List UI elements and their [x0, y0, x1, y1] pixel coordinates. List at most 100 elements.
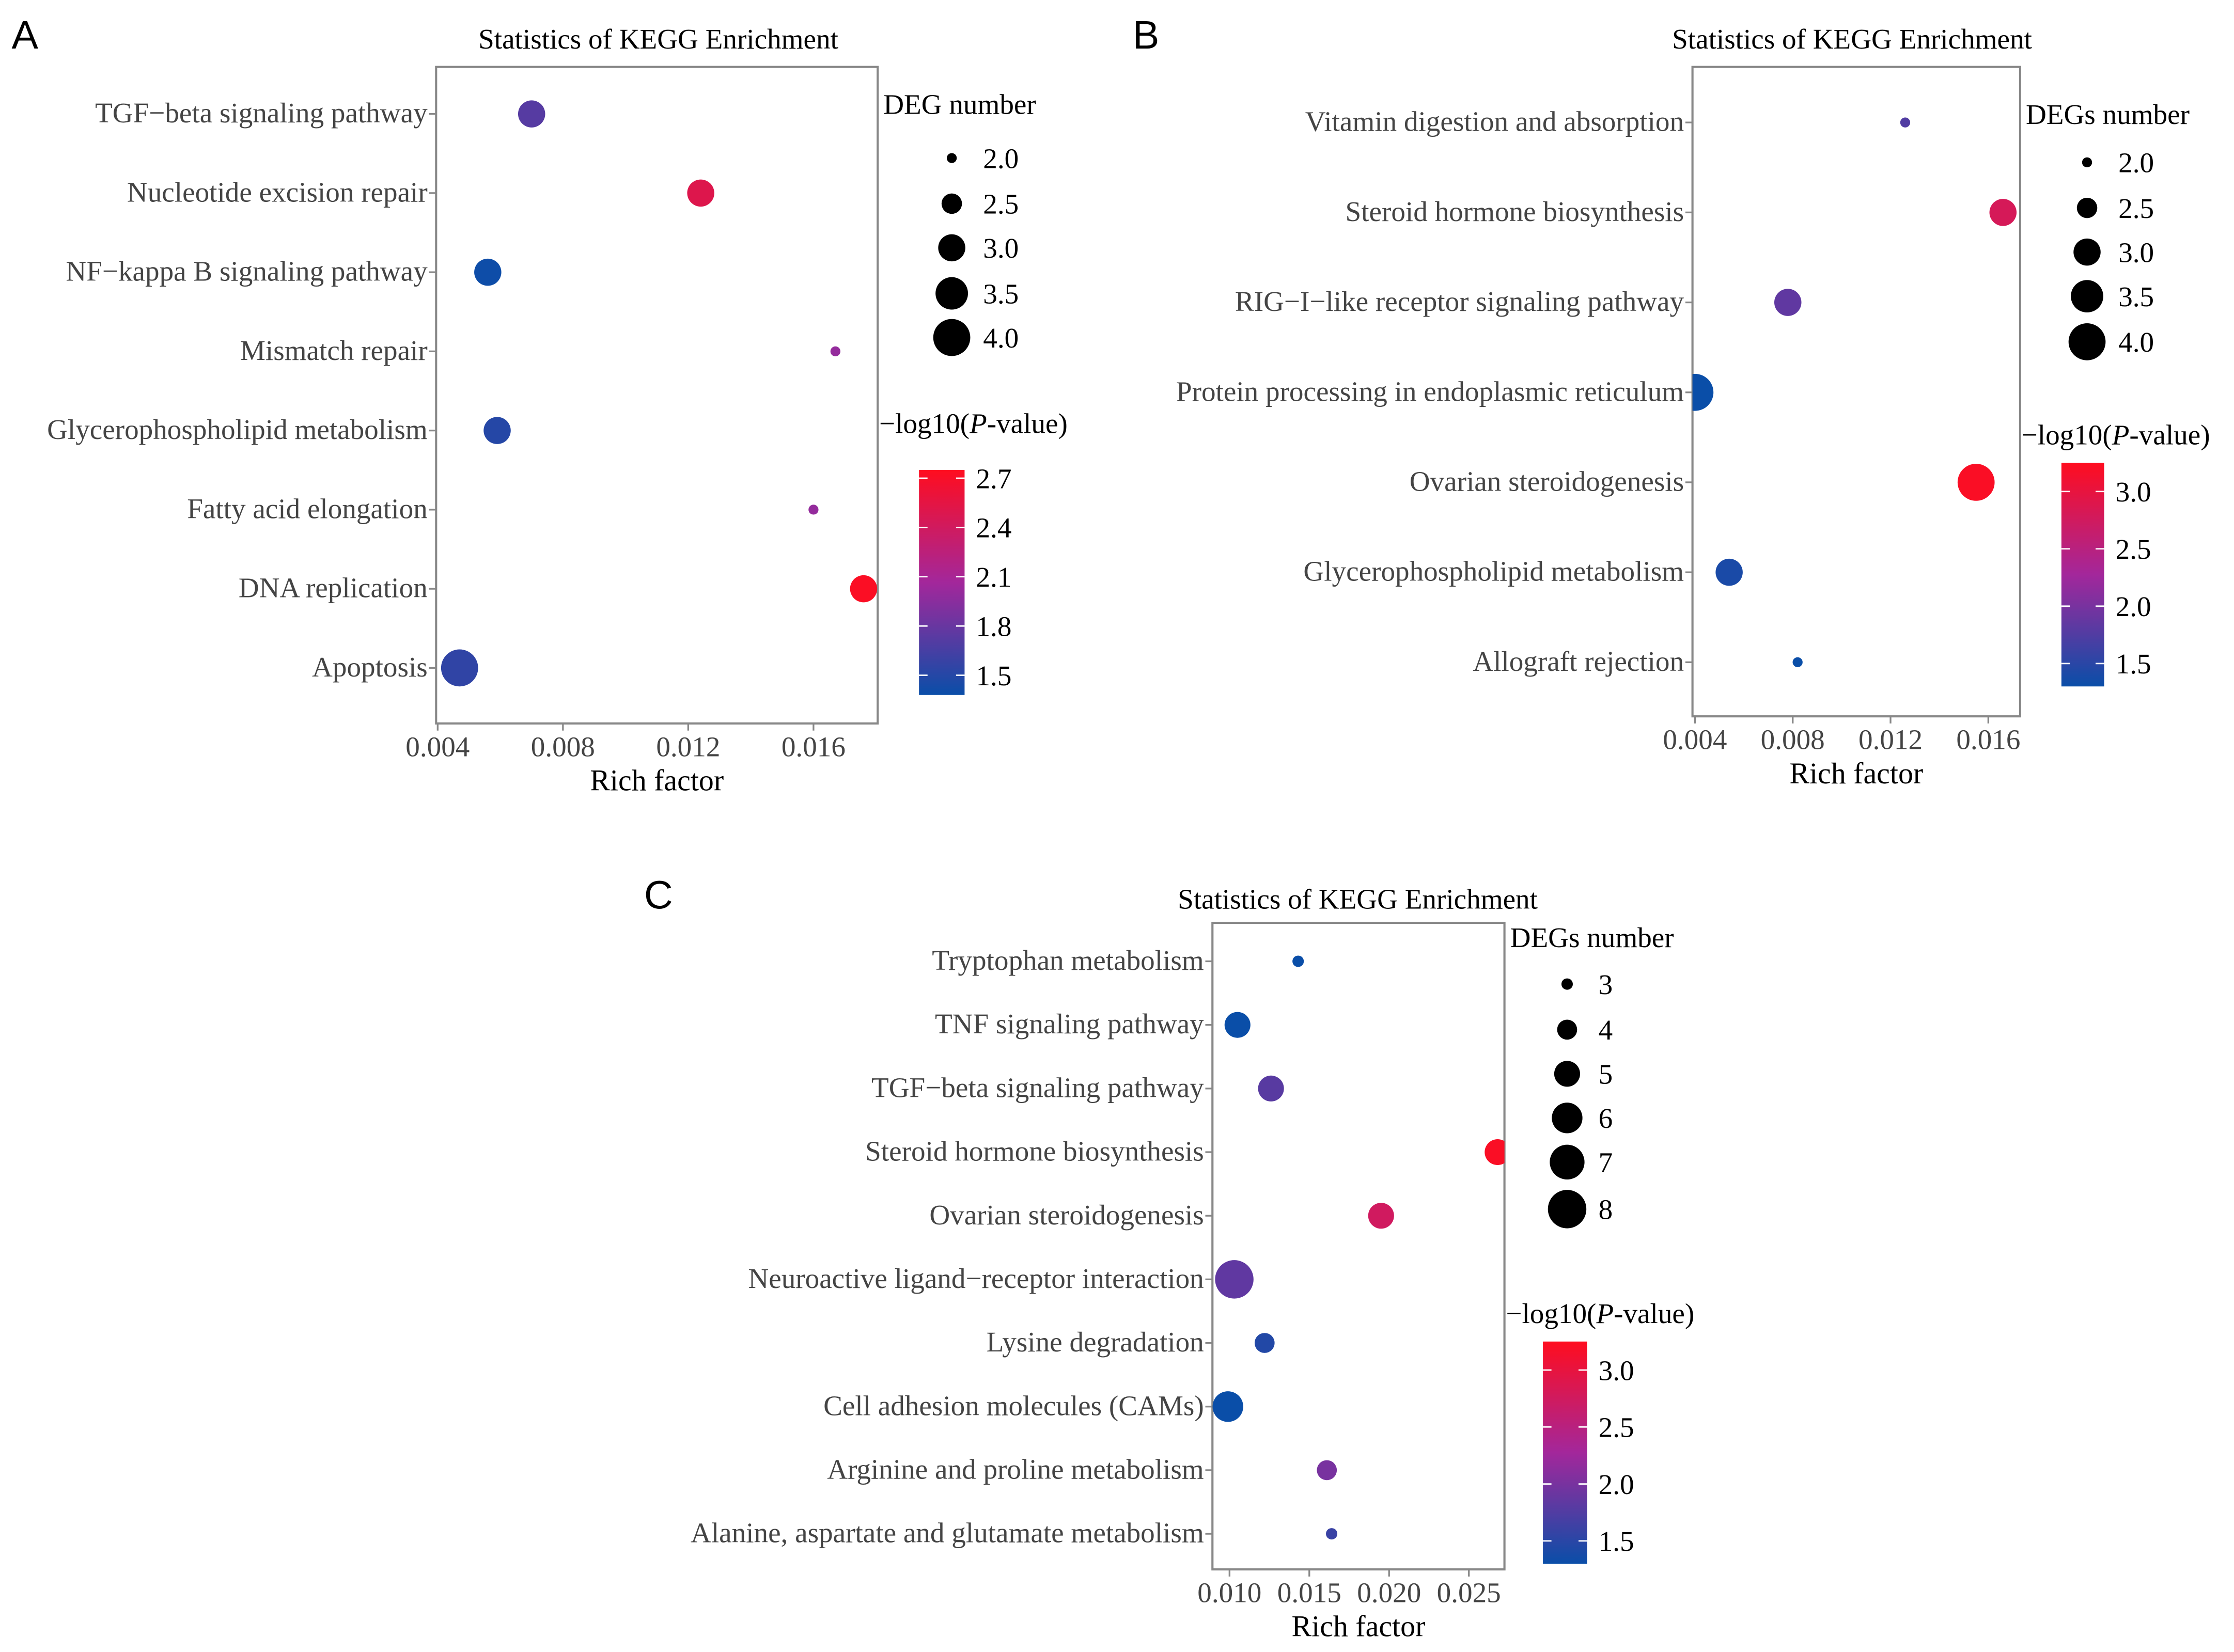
y-tick-label: TGF−beta signaling pathway: [871, 1072, 1204, 1103]
data-point: [1317, 1460, 1337, 1481]
data-point: [483, 417, 511, 444]
size-legend-key: [946, 153, 957, 163]
data-point: [1215, 1260, 1254, 1299]
color-bar-label: 3.0: [2116, 476, 2151, 508]
chart-panel-c: Statistics of KEGG Enrichment Tryptophan …: [691, 883, 1694, 1643]
y-tick-label: Ovarian steroidogenesis: [1410, 466, 1684, 497]
size-legend-label: 3.0: [2118, 237, 2154, 268]
color-bar-label: 1.8: [976, 611, 1011, 642]
data-point: [1212, 1391, 1243, 1422]
color-bar-label: 2.5: [1599, 1412, 1634, 1443]
size-legend-label: 3.5: [2118, 281, 2154, 312]
data-point: [1224, 1012, 1251, 1038]
size-legend-label: 7: [1599, 1147, 1613, 1178]
size-legend-label: 4.0: [983, 322, 1019, 354]
panel-letter-c: C: [644, 873, 673, 917]
data-point: [1485, 1139, 1505, 1166]
size-legend-key: [1552, 1103, 1583, 1134]
color-bar-label: 2.1: [976, 561, 1011, 593]
data-point: [518, 100, 545, 128]
x-axis-label: Rich factor: [590, 764, 724, 797]
size-legend-label: 2.5: [2118, 193, 2154, 224]
size-legend-label: 4: [1599, 1014, 1613, 1046]
x-tick-label: 0.008: [1761, 724, 1825, 756]
color-legend-title: −log10(P-value): [1506, 1298, 1694, 1329]
x-tick-label: 0.015: [1277, 1577, 1341, 1608]
color-bar-label: 3.0: [1599, 1355, 1634, 1386]
size-legend-key: [1561, 978, 1573, 990]
size-legend-key: [2082, 157, 2092, 168]
size-legend-key: [2076, 197, 2098, 218]
panel-letter-a: A: [11, 13, 38, 57]
size-legend-label: 6: [1599, 1103, 1613, 1134]
plot-panel-border: [1691, 66, 2021, 718]
y-tick-label: Cell adhesion molecules (CAMs): [823, 1390, 1204, 1421]
points-layer: [1692, 117, 2017, 668]
size-legend-title: DEGs number: [1510, 922, 1674, 953]
x-tick-label: 0.004: [1663, 724, 1727, 756]
color-bar-label: 2.7: [976, 463, 1011, 494]
points-layer: [441, 100, 878, 687]
color-bar-label: 1.5: [1599, 1525, 1634, 1557]
chart-title: Statistics of KEGG Enrichment: [1178, 883, 1538, 915]
x-tick-label: 0.004: [405, 731, 470, 762]
size-legend-key: [933, 319, 971, 356]
size-legend-title: DEG number: [883, 89, 1036, 120]
size-legend-key: [941, 193, 962, 214]
y-tick-label: Mismatch repair: [240, 335, 428, 366]
y-tick-label: Steroid hormone biosynthesis: [1346, 196, 1684, 227]
color-bar-label: 2.0: [1599, 1469, 1634, 1500]
panel-letter-b: B: [1133, 13, 1160, 57]
y-tick-label: Glycerophospholipid metabolism: [47, 414, 428, 445]
data-point: [441, 649, 478, 687]
color-bar-label: 2.0: [2116, 591, 2151, 622]
color-bar-label: 1.5: [976, 660, 1011, 691]
x-tick-label: 0.016: [782, 731, 846, 762]
size-legend-key: [1557, 1019, 1577, 1040]
data-point: [474, 258, 502, 286]
size-legend-title: DEGs number: [2026, 99, 2190, 130]
y-tick-label: TGF−beta signaling pathway: [95, 97, 428, 129]
size-legend-label: 2.0: [983, 143, 1019, 174]
data-point: [1792, 657, 1803, 668]
size-legend-key: [2071, 280, 2103, 313]
y-tick-label: Ovarian steroidogenesis: [929, 1199, 1204, 1231]
data-point: [1989, 199, 2017, 226]
data-point: [1900, 117, 1911, 128]
chart-panel-b: Statistics of KEGG Enrichment Vitamin dig…: [1176, 23, 2210, 790]
y-tick-label: Tryptophan metabolism: [932, 945, 1204, 976]
data-point: [1258, 1075, 1284, 1102]
y-tick-label: Lysine degradation: [987, 1326, 1204, 1358]
chart-title: Statistics of KEGG Enrichment: [478, 23, 838, 55]
x-tick-label: 0.012: [656, 731, 720, 762]
plot-panel-border: [1211, 921, 1506, 1571]
y-tick-label: Steroid hormone biosynthesis: [865, 1136, 1204, 1167]
x-tick-label: 0.010: [1197, 1577, 1261, 1608]
color-bar-label: 2.4: [976, 512, 1011, 544]
size-legend-key: [1550, 1144, 1585, 1179]
data-point: [1254, 1333, 1275, 1353]
size-legend-key: [938, 234, 965, 262]
data-point: [1292, 955, 1304, 967]
color-legend-title: −log10(P-value): [879, 407, 1068, 439]
data-point: [808, 505, 819, 515]
x-tick-label: 0.008: [531, 731, 595, 762]
y-tick-label: Apoptosis: [312, 651, 428, 683]
size-legend-label: 3: [1599, 969, 1613, 1000]
size-legend-label: 5: [1599, 1059, 1613, 1090]
color-bar-label: 1.5: [2116, 648, 2151, 680]
y-tick-label: RIG−I−like receptor signaling pathway: [1235, 286, 1684, 317]
plot-panel-border: [435, 66, 879, 725]
y-tick-label: Arginine and proline metabolism: [827, 1453, 1204, 1485]
color-bar: [919, 470, 965, 695]
size-legend-label: 4.0: [2118, 326, 2154, 358]
size-legend-key: [2068, 323, 2106, 360]
color-legend-title: −log10(P-value): [2022, 419, 2210, 450]
data-point: [1326, 1528, 1338, 1540]
y-tick-label: Glycerophospholipid metabolism: [1303, 556, 1684, 587]
data-point: [1774, 289, 1802, 316]
x-axis-label: Rich factor: [1292, 1610, 1426, 1643]
color-bar: [2061, 463, 2104, 687]
size-legend-key: [2073, 238, 2101, 266]
